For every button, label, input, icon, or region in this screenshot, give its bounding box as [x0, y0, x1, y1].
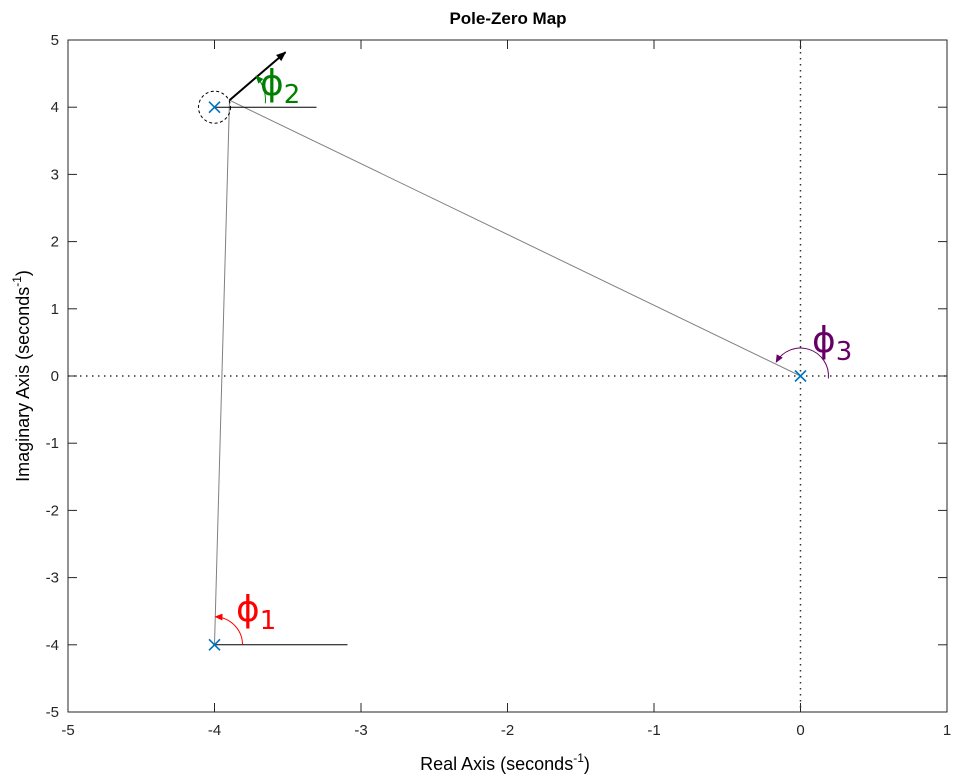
- x-tick-label: -1: [647, 722, 660, 739]
- angle-arc-phi-3: [775, 347, 829, 379]
- y-tick-label: -3: [46, 570, 59, 587]
- y-axis-label: Imaginary Axis (seconds-1): [10, 270, 33, 482]
- y-tick-label: 5: [51, 32, 59, 49]
- y-tick-label: 3: [51, 166, 59, 183]
- x-tick-label: -3: [354, 722, 367, 739]
- connector-to-origin-pole: [229, 99, 801, 377]
- connector-to-lower-pole: [214, 100, 230, 645]
- pole-marker: [794, 369, 807, 383]
- y-tick-label: 1: [51, 301, 59, 318]
- y-tick-label: -4: [46, 637, 59, 654]
- x-tick-label: -5: [61, 722, 74, 739]
- chart-title: Pole-Zero Map: [449, 9, 566, 28]
- angle-arc-phi-2: [255, 75, 266, 104]
- y-tick-label: -1: [46, 435, 59, 452]
- pole-markers: [208, 101, 807, 651]
- phi-3-label: ϕ3: [812, 320, 852, 367]
- x-tick-label: 1: [943, 722, 951, 739]
- y-tick-label: -2: [46, 502, 59, 519]
- y-tick-label: 0: [51, 368, 59, 385]
- test-point-circle: [198, 90, 231, 124]
- x-axis-label: Real Axis (seconds-1): [420, 751, 590, 774]
- pole-marker: [208, 638, 221, 651]
- y-tick-label: -5: [46, 704, 59, 721]
- x-tick-labels: -5 -4 -3 -2 -1 0 1: [61, 722, 951, 739]
- axis-ticks: [67, 39, 948, 713]
- phi-1-label: ϕ1: [236, 589, 276, 636]
- x-tick-label: 0: [796, 722, 804, 739]
- x-tick-label: -2: [501, 722, 514, 739]
- y-tick-label: 4: [51, 99, 59, 116]
- axes-box: [67, 39, 948, 713]
- y-tick-labels: 5 4 3 2 1 0 -1 -2 -3 -4 -5: [46, 32, 59, 721]
- pole-marker: [208, 101, 221, 114]
- angle-arc-phi-1: [214, 613, 243, 645]
- phi-2-label: ϕ2: [260, 63, 300, 110]
- x-tick-label: -4: [208, 722, 221, 739]
- y-tick-label: 2: [51, 234, 59, 251]
